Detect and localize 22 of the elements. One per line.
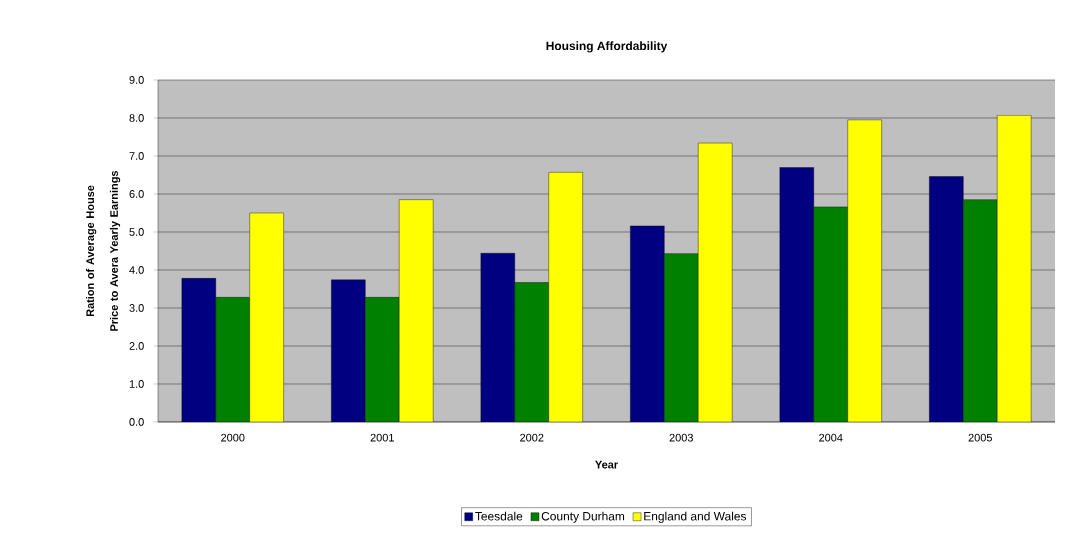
y-tick-label: 3.0	[129, 304, 144, 312]
y-tick-label: 0.0	[129, 418, 144, 426]
legend-label: England and Wales	[644, 511, 747, 523]
y-tick-label: 9.0	[129, 76, 144, 84]
y-tick-label: 4.0	[129, 266, 144, 274]
x-tick-label: 2000	[221, 433, 245, 442]
y-tick-label: 1.0	[129, 380, 144, 388]
y-tick-label: 6.0	[129, 190, 144, 198]
x-tick-label: 2001	[370, 433, 394, 442]
x-tick-label: 2004	[819, 433, 843, 442]
legend-label: County Durham	[541, 511, 625, 523]
legend-label: Teesdale	[475, 511, 523, 521]
x-tick-label: 2002	[520, 433, 544, 442]
x-tick-label: 2003	[669, 433, 693, 442]
y-tick-label: 2.0	[129, 342, 144, 350]
x-axis-title: Year	[595, 460, 618, 469]
y-tick-label: 8.0	[129, 114, 144, 122]
chart-title: Housing Affordability	[546, 41, 668, 53]
text: Ration of Average House Price to Avera Yearly Earnings	[85, 170, 121, 331]
x-tick-label: 2005	[968, 433, 992, 442]
y-tick-label: 5.0	[129, 228, 144, 236]
y-tick-label: 7.0	[129, 152, 144, 160]
